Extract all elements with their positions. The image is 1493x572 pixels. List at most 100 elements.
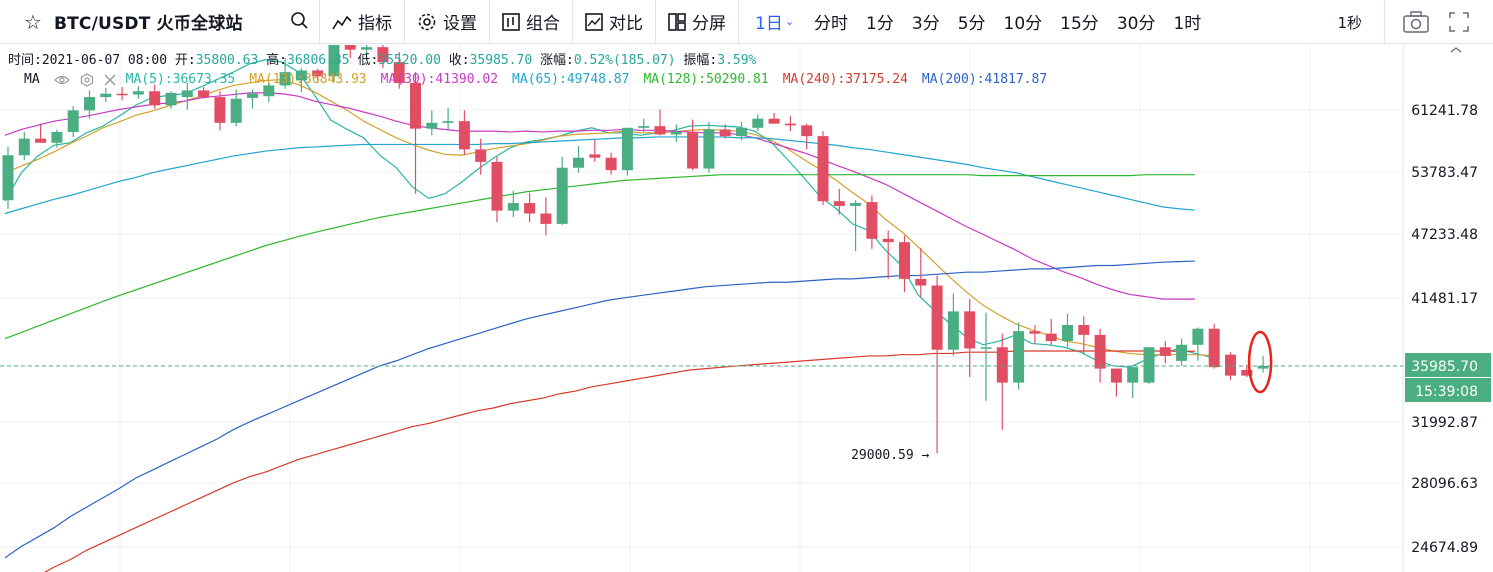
candle-body bbox=[719, 129, 731, 137]
ma128-value: MA(128):50290.81 bbox=[643, 72, 769, 87]
ma65-value: MA(65):49748.87 bbox=[512, 72, 630, 87]
candle-body bbox=[426, 122, 438, 129]
candle-body bbox=[507, 203, 519, 211]
symbol-name[interactable]: BTC/USDT 火币全球站 bbox=[53, 14, 243, 34]
interval-15m[interactable]: 15分 bbox=[1060, 14, 1099, 34]
candle-body bbox=[295, 70, 307, 81]
ma-legend: MA MA(5):36673.35 MA(13):36843.93 MA(30)… bbox=[24, 72, 1061, 87]
split-screen-label: 分屏 bbox=[692, 14, 726, 34]
candle-body bbox=[524, 203, 536, 214]
candlestick-chart[interactable]: 29000.59 → 61241.78 53783.47 47233.48 41481… bbox=[0, 45, 1493, 572]
candle-body bbox=[198, 90, 210, 98]
candle-body bbox=[84, 97, 95, 111]
y-axis-label: 24674.89 bbox=[1411, 540, 1478, 556]
candle-body bbox=[214, 97, 226, 123]
close-value: 35985.70 bbox=[469, 53, 533, 68]
ma-line-ma200 bbox=[4, 260, 1195, 559]
combine-label: 组合 bbox=[526, 14, 560, 34]
time-label: 时间: bbox=[8, 53, 42, 68]
candle-body bbox=[1127, 367, 1139, 383]
candle-body bbox=[1241, 370, 1253, 376]
y-axis-label: 53783.47 bbox=[1411, 165, 1478, 181]
candle-body bbox=[1143, 347, 1155, 383]
candle-body bbox=[915, 278, 927, 286]
ma200-value: MA(200):41817.87 bbox=[921, 72, 1048, 87]
candle-body bbox=[263, 85, 275, 97]
ma13-value: MA(13):36843.93 bbox=[249, 72, 367, 87]
interval-5m[interactable]: 5分 bbox=[957, 14, 986, 34]
interval-1m[interactable]: 1分 bbox=[866, 14, 894, 34]
interval-timeline[interactable]: 分时 bbox=[814, 14, 849, 34]
current-price-tag bbox=[1405, 353, 1491, 377]
split-screen-button[interactable]: 分屏 bbox=[656, 0, 739, 44]
search-icon[interactable] bbox=[290, 11, 310, 31]
candle-body bbox=[1045, 333, 1057, 342]
ma-line-ma128 bbox=[4, 174, 1195, 340]
settings-button[interactable]: 设置 bbox=[405, 0, 490, 44]
close-icon[interactable] bbox=[104, 74, 116, 86]
compare-icon bbox=[585, 12, 603, 31]
amplitude-label: 振幅: bbox=[683, 53, 718, 68]
candle-body bbox=[181, 90, 193, 98]
open-value: 35800.63 bbox=[195, 53, 259, 68]
candle-body bbox=[850, 203, 862, 206]
candle-body bbox=[784, 123, 796, 126]
camera-icon[interactable] bbox=[1403, 11, 1429, 33]
ma-tag[interactable]: MA bbox=[24, 72, 40, 87]
indicator-label: 指标 bbox=[358, 14, 392, 34]
settings-icon[interactable] bbox=[80, 72, 94, 87]
y-axis-label: 47233.48 bbox=[1411, 227, 1478, 243]
ma-line-ma240 bbox=[44, 350, 1195, 572]
compare-button[interactable]: 对比 bbox=[573, 0, 656, 44]
candle-body bbox=[247, 93, 258, 98]
top-toolbar: ☆ BTC/USDT 火币全球站 指标 设置 组合 对比 bbox=[0, 0, 1493, 44]
candle-body bbox=[703, 129, 715, 169]
toolbar-right: 1秒 bbox=[1337, 0, 1493, 44]
price-axis[interactable]: 61241.78 53783.47 47233.48 41481.17 31992.87… bbox=[1404, 45, 1493, 572]
candle-body bbox=[947, 311, 959, 350]
interval-3m[interactable]: 3分 bbox=[911, 14, 940, 34]
candle-body bbox=[980, 347, 992, 349]
candle-body bbox=[1176, 344, 1188, 361]
candle-body bbox=[116, 93, 128, 96]
candle-body bbox=[475, 149, 487, 162]
combine-icon bbox=[502, 12, 520, 31]
chart-overlay: 29000.59 → bbox=[0, 330, 1403, 463]
candle-body bbox=[491, 161, 503, 211]
candle-body bbox=[882, 238, 894, 243]
y-axis-label: 31992.87 bbox=[1411, 415, 1478, 431]
time-value: 2021-06-07 08:00 bbox=[41, 53, 168, 68]
chevron-up-icon[interactable] bbox=[1450, 47, 1462, 53]
symbol-area: ☆ BTC/USDT 火币全球站 bbox=[0, 0, 320, 44]
candle-body bbox=[165, 92, 177, 106]
combine-button[interactable]: 组合 bbox=[490, 0, 573, 44]
candle-body bbox=[377, 47, 389, 63]
candle-body bbox=[801, 125, 813, 137]
candle-body bbox=[931, 285, 943, 350]
chevron-down-icon[interactable]: ⌄ bbox=[784, 15, 795, 28]
ma30-value: MA(30):41390.02 bbox=[380, 72, 499, 87]
star-icon[interactable]: ☆ bbox=[24, 9, 42, 34]
candle-body bbox=[100, 93, 112, 98]
refresh-rate-label[interactable]: 1秒 bbox=[1337, 13, 1362, 32]
close-label: 收: bbox=[448, 53, 470, 68]
open-label: 开: bbox=[174, 53, 196, 68]
fullscreen-icon[interactable] bbox=[1449, 12, 1469, 32]
gear-icon bbox=[418, 13, 436, 30]
ma5-value: MA(5):36673.35 bbox=[125, 72, 236, 87]
compare-label: 对比 bbox=[609, 14, 643, 34]
indicator-button[interactable]: 指标 bbox=[320, 0, 405, 44]
candle-body bbox=[687, 131, 699, 169]
interval-30m[interactable]: 30分 bbox=[1116, 14, 1156, 34]
interval-10m[interactable]: 10分 bbox=[1003, 14, 1043, 34]
candle-body bbox=[540, 213, 552, 224]
current-price-value: 35985.70 bbox=[1411, 359, 1478, 375]
candle-body bbox=[2, 155, 14, 201]
candles-group bbox=[2, 45, 1269, 454]
candle-body bbox=[1159, 347, 1171, 356]
interval-1h[interactable]: 1时 bbox=[1173, 14, 1202, 34]
candle-body bbox=[768, 118, 780, 124]
eye-icon[interactable] bbox=[53, 74, 70, 86]
ohlc-legend: 时间:2021-06-07 08:00 开:35800.63 高:36806.3… bbox=[8, 49, 756, 68]
interval-1d[interactable]: 1日 bbox=[755, 14, 783, 34]
